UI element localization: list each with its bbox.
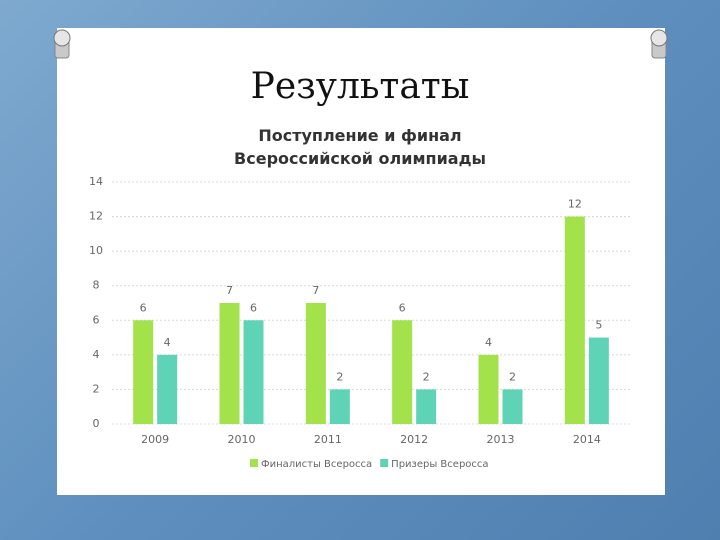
bar: [416, 389, 437, 424]
data-label: 7: [312, 284, 319, 297]
data-label: 2: [509, 370, 516, 383]
bar: [243, 320, 264, 424]
pin: [53, 29, 668, 59]
data-label: 6: [399, 301, 406, 314]
data-label: 6: [140, 301, 147, 314]
data-label: 7: [226, 284, 233, 297]
legend-label: Призеры Всеросса: [391, 459, 488, 470]
data-label: 4: [485, 336, 492, 349]
x-tick-label: 2012: [400, 433, 428, 446]
y-tick-label: 2: [93, 382, 100, 395]
bar: [157, 354, 178, 424]
y-tick-label: 4: [93, 348, 100, 361]
y-tick-label: 14: [89, 175, 103, 188]
bar: [329, 389, 350, 424]
y-tick-label: 0: [93, 417, 100, 430]
legend-swatch: [380, 459, 389, 467]
x-tick-label: 2010: [228, 433, 256, 446]
x-tick-label: 2014: [573, 433, 601, 446]
x-tick-label: 2009: [141, 433, 169, 446]
data-label: 12: [568, 198, 582, 211]
data-label: 4: [164, 336, 171, 349]
data-label: 6: [250, 301, 257, 314]
y-tick-label: 8: [93, 279, 100, 292]
bar: [478, 354, 499, 424]
bar: [502, 389, 523, 424]
x-tick-label: 2013: [487, 433, 515, 446]
slide-title: Результаты: [250, 66, 470, 107]
y-tick-label: 12: [89, 210, 103, 223]
bar: [588, 337, 609, 424]
bar: [133, 320, 154, 424]
data-label: 2: [423, 370, 430, 383]
data-label: 2: [336, 370, 343, 383]
y-tick-label: 6: [93, 313, 100, 326]
x-tick-label: 2011: [314, 433, 342, 446]
bar: [392, 320, 413, 424]
bar: [219, 303, 240, 424]
data-label: 5: [595, 319, 602, 332]
bar: [305, 303, 326, 424]
bar: [564, 216, 585, 424]
legend-label: Финалисты Всеросса: [261, 459, 372, 470]
legend-swatch: [250, 459, 258, 467]
chart-title: Поступление и финал Всероссийской олимпи…: [234, 126, 486, 168]
y-tick-label: 10: [89, 244, 103, 257]
